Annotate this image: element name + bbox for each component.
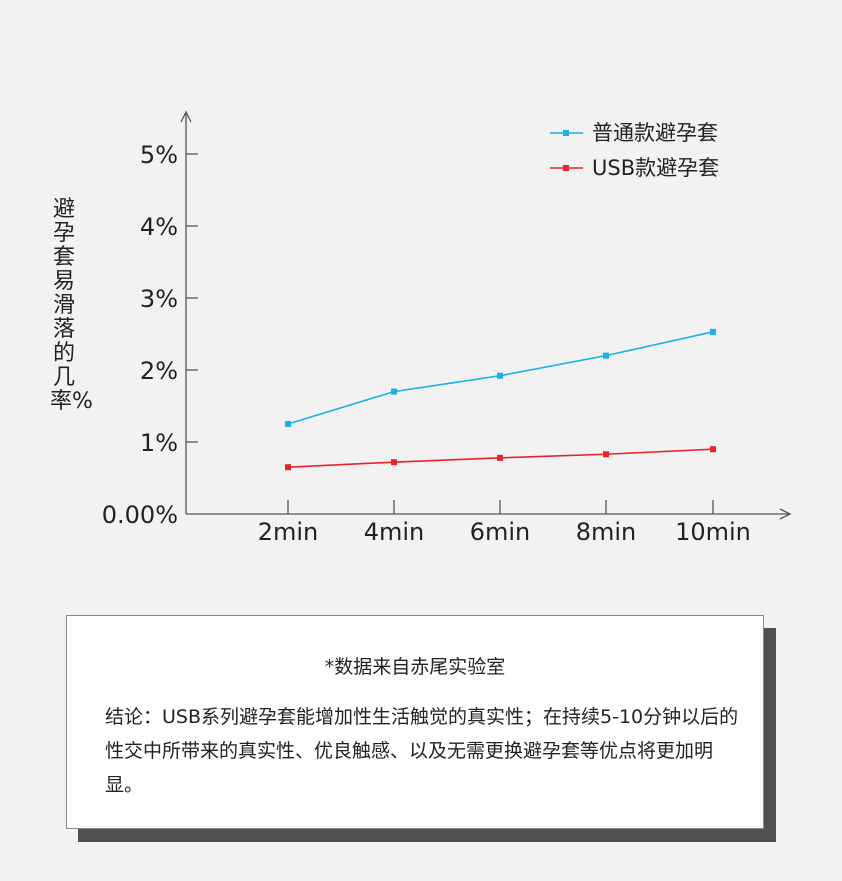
note-card: *数据来自赤尾实验室 结论：USB系列避孕套能增加性生活触觉的真实性；在持续5-…: [66, 615, 764, 829]
y-tick-label: 0.00%: [102, 501, 178, 529]
data-point: [285, 421, 291, 427]
data-point: [603, 451, 609, 458]
chart-axes: [180, 110, 792, 520]
chart-series: [285, 328, 716, 471]
y-tick-label: 2%: [140, 357, 178, 385]
legend-label: 普通款避孕套: [592, 121, 718, 145]
data-point: [391, 388, 397, 395]
x-tick-label: 4min: [364, 518, 425, 546]
x-ticks: 2min 4min 6min 8min 10min: [258, 500, 751, 546]
data-point: [710, 446, 716, 453]
data-point: [603, 352, 609, 359]
y-tick-label: 4%: [140, 213, 178, 241]
y-tick-label: 1%: [140, 429, 178, 457]
y-tick-label: 5%: [140, 141, 178, 169]
y-axis-label: 避孕套易滑落的几率%: [50, 197, 93, 414]
legend-swatch-marker: [563, 165, 569, 171]
legend-label: USB款避孕套: [592, 156, 719, 180]
x-tick-label: 6min: [470, 518, 531, 546]
legend-swatch-marker: [563, 130, 569, 136]
data-point: [285, 464, 291, 471]
conclusion-text: 结论：USB系列避孕套能增加性生活触觉的真实性；在持续5-10分钟以后的性交中所…: [105, 706, 739, 796]
data-point: [710, 328, 716, 335]
data-point: [497, 454, 503, 461]
chart-legend: 普通款避孕套 USB款避孕套: [550, 121, 719, 180]
line-chart: 0.00% 1% 2% 3% 4% 5% 2min 4min 6min 8min 10min 普通…: [102, 110, 792, 546]
y-axis-arrow: [180, 110, 192, 123]
data-point: [497, 372, 503, 379]
y-ticks: 0.00% 1% 2% 3% 4% 5%: [102, 141, 198, 529]
x-tick-label: 10min: [675, 518, 751, 546]
x-tick-label: 2min: [258, 518, 319, 546]
y-tick-label: 3%: [140, 285, 178, 313]
x-tick-label: 8min: [576, 518, 637, 546]
data-source-note: *数据来自赤尾实验室: [324, 656, 506, 678]
x-axis-arrow: [779, 508, 792, 520]
data-point: [391, 459, 397, 466]
